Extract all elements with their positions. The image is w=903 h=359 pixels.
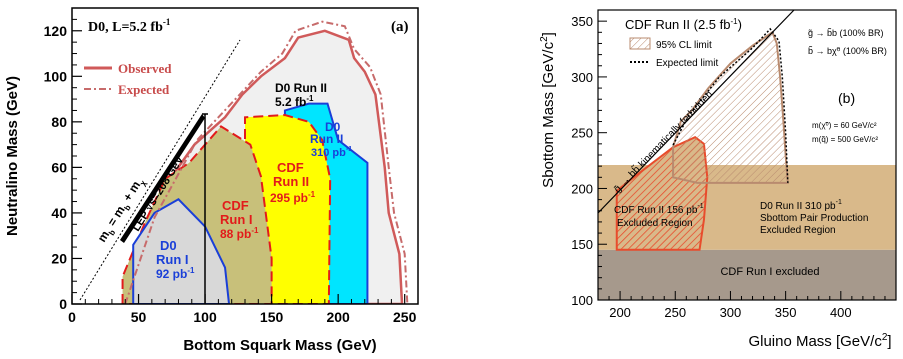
xtick-label-a: 50 (131, 309, 147, 325)
legend-expected-limit-label: Expected limit (656, 58, 718, 69)
legend-cl-swatch (629, 37, 651, 50)
xtick-label-b: 200 (609, 305, 631, 320)
ytick-label-b: 200 (571, 181, 593, 196)
label-cdfrun2: CDF (277, 160, 304, 175)
xtick-label-a: 150 (260, 309, 284, 325)
ytick-label-a: 40 (51, 205, 67, 221)
xtick-label-a: 0 (68, 309, 76, 325)
panel-b-label: (b) (838, 90, 855, 106)
lep-band (120, 114, 205, 243)
expected-curve (124, 20, 409, 304)
ytick-label-a: 20 (51, 250, 67, 266)
label-d0run1-lumi: 92 pb-1 (156, 266, 195, 281)
label-d0-sbottom-3: Excluded Region (760, 225, 836, 236)
label-d0run1: D0 (160, 238, 177, 253)
ytick-label-a: 100 (44, 68, 68, 84)
xtick-label-b: 300 (720, 305, 742, 320)
label-d0run2b: D0 (325, 120, 341, 134)
panel-a-label: (a) (391, 19, 409, 35)
param-1: m(χ̃⁰) = 60 GeV/c² (812, 121, 877, 130)
ytick-label-b: 350 (571, 14, 593, 29)
label-cdfrun2-156: CDF Run II 156 pb-1 (614, 203, 704, 216)
label-cdfrun1: CDF (222, 198, 249, 213)
label-cdfrun2-156-b: Excluded Region (617, 218, 693, 229)
decay-2: b̃ → bχ̃⁰ (100% BR) (808, 46, 887, 56)
label-cdfrun1-lumi: 88 pb-1 (220, 226, 259, 241)
ytick-label-b: 150 (571, 237, 593, 252)
ytick-label-b: 300 (571, 70, 593, 85)
legend-expected-label: Expected (118, 82, 170, 97)
label-cdfrun2-lumi: 295 pb-1 (270, 190, 316, 205)
xtick-label-b: 400 (830, 305, 852, 320)
xtick-label-b: 250 (664, 305, 686, 320)
xtick-label-b: 350 (775, 305, 797, 320)
label-cdf-run1-excluded: CDF Run I excluded (720, 266, 819, 278)
label-d0run1-2: Run I (156, 252, 189, 267)
ytick-label-b: 250 (571, 126, 593, 141)
xtick-label-a: 100 (193, 309, 217, 325)
panel-a-title: D0, L=5.2 fb-1 (88, 17, 171, 35)
ylabel-a: Neutralino Mass (GeV) (4, 76, 21, 236)
region-b-3 (672, 30, 789, 184)
forbidden-line (597, 9, 795, 214)
xlabel-b: Gluino Mass [GeV/c2] (748, 332, 891, 350)
xtick-label-a: 200 (326, 309, 350, 325)
ytick-label-a: 60 (51, 159, 67, 175)
region-b-0 (598, 249, 896, 300)
legend-observed-label: Observed (118, 61, 172, 76)
label-cdfrun1-2: Run I (220, 212, 253, 227)
param-2: m(q̃) = 500 GeV/c² (812, 135, 878, 144)
expected-limit-curve (672, 27, 789, 183)
ytick-label-a: 120 (44, 23, 68, 39)
xlabel-a: Bottom Squark Mass (GeV) (183, 337, 376, 354)
ytick-label-b: 100 (571, 293, 593, 308)
label-d0run2: D0 Run II (275, 81, 327, 95)
ytick-label-a: 0 (59, 296, 67, 312)
ylabel-b: Sbottom Mass [GeV/c2] (539, 32, 557, 188)
label-d0run2b-2: Run II (310, 132, 343, 146)
legend-cl-label: 95% CL limit (656, 40, 712, 51)
label-d0-sbottom-1: D0 Run II 310 pb-1 (760, 199, 842, 212)
label-d0run2b-lumi: 310 pb-1 (311, 146, 352, 159)
decay-1: g̃ → b̃b (100% BR) (808, 28, 884, 38)
ytick-label-a: 80 (51, 114, 67, 130)
label-d0-sbottom-2: Sbottom Pair Production (760, 213, 868, 224)
kinematic-line (79, 39, 241, 301)
label-d0run2-lumi: 5.2 fb-1 (275, 94, 314, 109)
xtick-label-a: 250 (393, 309, 417, 325)
panel-b-title: CDF Run II (2.5 fb-1) (625, 17, 742, 32)
label-cdfrun2-2: Run II (273, 174, 309, 189)
